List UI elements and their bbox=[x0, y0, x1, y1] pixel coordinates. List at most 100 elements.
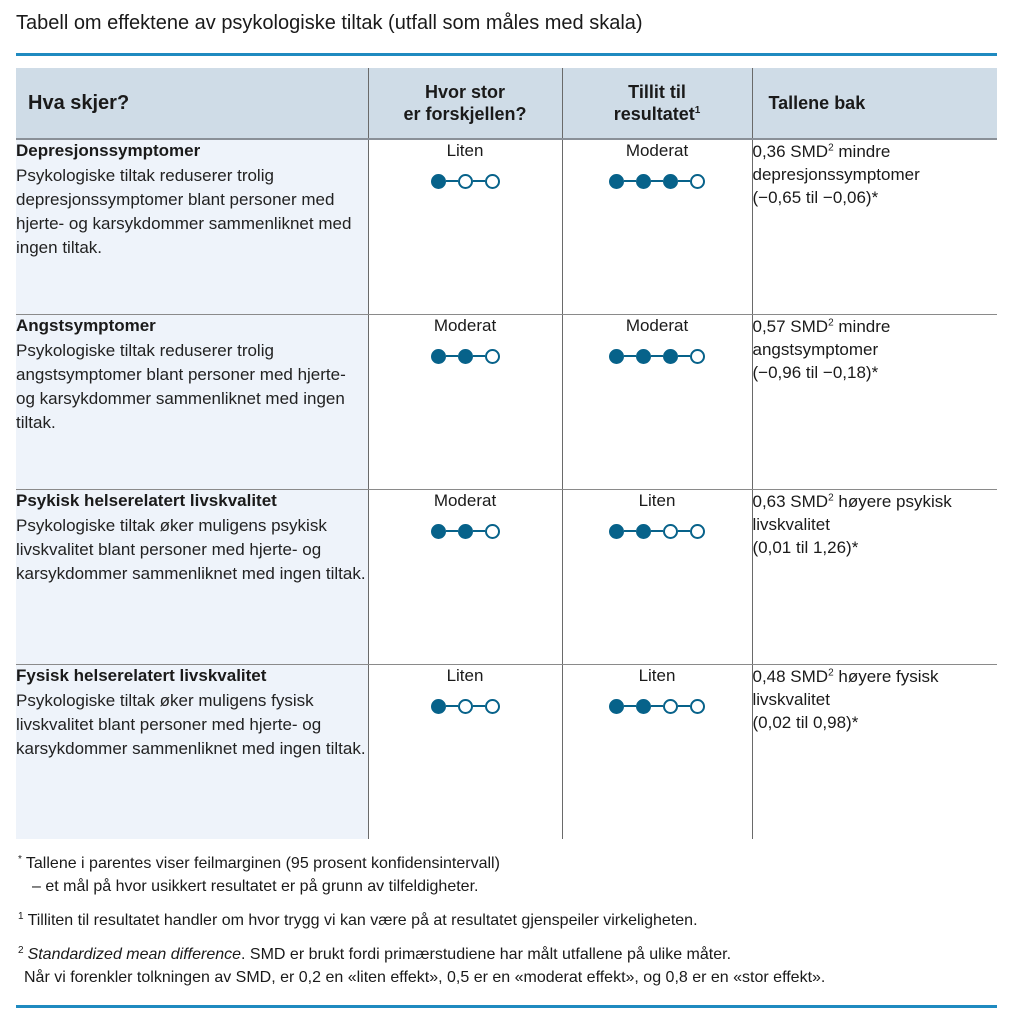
table-row: Fysisk helserelatert livskvalitet Psykolo… bbox=[16, 664, 997, 839]
footnote-ref: 2 bbox=[828, 667, 834, 679]
header-row: Hva skjer? Hvor stor er forskjellen? Til… bbox=[16, 68, 997, 140]
empty-dot-icon bbox=[663, 523, 678, 539]
connector-line bbox=[624, 355, 636, 357]
effect-description: høyere psykisk livskvalitet bbox=[752, 492, 952, 534]
trust-cell: Liten bbox=[561, 664, 752, 839]
connector-line bbox=[651, 355, 663, 357]
confidence-interval: (0,01 til 1,26)* bbox=[752, 538, 859, 557]
table-row: Psykisk helserelatert livskvalitet Psykol… bbox=[16, 489, 997, 665]
outcome-cell: Angstsymptomer Psykologiske tiltak reduse… bbox=[16, 314, 368, 490]
empty-dot-icon bbox=[663, 698, 678, 714]
footnote-ref: 2 bbox=[828, 492, 834, 504]
size-cell: Moderat bbox=[367, 489, 562, 665]
connector-line bbox=[445, 355, 458, 357]
filled-dot-icon bbox=[609, 173, 624, 189]
size-label: Moderat bbox=[433, 491, 497, 510]
trust-cell: Moderat bbox=[561, 139, 752, 315]
connector-line bbox=[445, 705, 458, 707]
connector-line bbox=[445, 180, 458, 182]
filled-dot-icon bbox=[609, 348, 624, 364]
rating-dots bbox=[563, 522, 752, 540]
outcome-title: Fysisk helserelatert livskvalitet bbox=[16, 666, 267, 685]
empty-dot-icon bbox=[690, 173, 705, 189]
effect-description: høyere fysisk livskvalitet bbox=[752, 667, 939, 709]
filled-dot-icon bbox=[457, 348, 473, 364]
trust-label: Moderat bbox=[625, 141, 689, 160]
effect-description: mindre depresjonssymptomer bbox=[752, 142, 920, 184]
trust-label: Liten bbox=[638, 491, 676, 510]
effect-value: 0,63 SMD bbox=[752, 492, 829, 511]
connector-line bbox=[472, 180, 485, 182]
connector-line bbox=[651, 530, 663, 532]
connector-line bbox=[678, 180, 690, 182]
filled-dot-icon bbox=[457, 523, 473, 539]
filled-dot-icon bbox=[430, 173, 446, 189]
footnote-italic: Standardized mean difference bbox=[27, 946, 242, 963]
header-size: Hvor stor er forskjellen? bbox=[367, 68, 562, 140]
filled-dot-icon bbox=[636, 698, 651, 714]
outcome-title: Psykisk helserelatert livskvalitet bbox=[16, 491, 277, 510]
header-numbers: Tallene bak bbox=[751, 68, 997, 140]
connector-line bbox=[624, 530, 636, 532]
footnote-text: Tilliten til resultatet handler om hvor … bbox=[27, 912, 698, 929]
header-trust-line2: resultatet bbox=[613, 104, 695, 124]
size-cell: Moderat bbox=[367, 314, 562, 490]
outcome-description: Psykologiske tiltak øker muligens fysisk… bbox=[16, 691, 366, 758]
empty-dot-icon bbox=[690, 523, 705, 539]
numbers-cell: 0,63 SMD2 høyere psykisk livskvalitet (0,… bbox=[751, 489, 997, 665]
trust-cell: Moderat bbox=[561, 314, 752, 490]
footnote-text: – et mål på hvor usikkert resultatet er … bbox=[32, 878, 479, 895]
empty-dot-icon bbox=[484, 523, 500, 539]
effect-description: mindre angstsymptomer bbox=[752, 317, 891, 359]
top-rule bbox=[16, 53, 997, 56]
connector-line bbox=[445, 530, 458, 532]
footnote-text: Når vi forenkler tolkningen av SMD, er 0… bbox=[24, 969, 826, 986]
table-row: Angstsymptomer Psykologiske tiltak reduse… bbox=[16, 314, 997, 490]
numbers-cell: 0,48 SMD2 høyere fysisk livskvalitet (0,0… bbox=[751, 664, 997, 839]
footnote-star: * Tallene i parentes viser feilmarginen (… bbox=[18, 852, 825, 898]
header-outcome: Hva skjer? bbox=[16, 68, 368, 140]
connector-line bbox=[624, 180, 636, 182]
connector-line bbox=[472, 705, 485, 707]
connector-line bbox=[678, 705, 690, 707]
footnote-mark: 1 bbox=[18, 910, 24, 922]
numbers-cell: 0,57 SMD2 mindre angstsymptomer (−0,96 ti… bbox=[751, 314, 997, 490]
empty-dot-icon bbox=[690, 348, 705, 364]
footnote-2: 2 Standardized mean difference. SMD er br… bbox=[18, 943, 825, 989]
filled-dot-icon bbox=[430, 523, 446, 539]
header-size-line2: er forskjellen? bbox=[403, 104, 527, 124]
effect-value: 0,57 SMD bbox=[752, 317, 829, 336]
size-label: Moderat bbox=[433, 316, 497, 335]
outcome-description: Psykologiske tiltak reduserer trolig ang… bbox=[16, 341, 346, 432]
filled-dot-icon bbox=[430, 348, 446, 364]
connector-line bbox=[472, 530, 485, 532]
bottom-rule bbox=[16, 1005, 997, 1008]
empty-dot-icon bbox=[457, 698, 473, 714]
effect-value: 0,36 SMD bbox=[752, 142, 829, 161]
rating-dots bbox=[369, 172, 562, 190]
filled-dot-icon bbox=[609, 698, 624, 714]
empty-dot-icon bbox=[484, 698, 500, 714]
size-cell: Liten bbox=[367, 664, 562, 839]
outcome-description: Psykologiske tiltak øker muligens psykis… bbox=[16, 516, 366, 583]
footnote-text: . SMD er brukt fordi primærstudiene har … bbox=[241, 946, 732, 963]
connector-line bbox=[678, 530, 690, 532]
connector-line bbox=[624, 705, 636, 707]
connector-line bbox=[651, 705, 663, 707]
filled-dot-icon bbox=[609, 523, 624, 539]
empty-dot-icon bbox=[457, 173, 473, 189]
connector-line bbox=[678, 355, 690, 357]
footnote-ref: 2 bbox=[828, 317, 834, 329]
outcome-description: Psykologiske tiltak reduserer trolig dep… bbox=[16, 166, 352, 257]
trust-cell: Liten bbox=[561, 489, 752, 665]
trust-label: Moderat bbox=[625, 316, 689, 335]
filled-dot-icon bbox=[636, 173, 651, 189]
header-size-line1: Hvor stor bbox=[424, 82, 505, 102]
outcome-cell: Depresjonssymptomer Psykologiske tiltak r… bbox=[16, 139, 368, 315]
rating-dots bbox=[563, 172, 752, 190]
outcome-title: Depresjonssymptomer bbox=[16, 141, 201, 160]
effect-value: 0,48 SMD bbox=[752, 667, 829, 686]
rating-dots bbox=[563, 347, 752, 365]
footnote-text: Tallene i parentes viser feilmarginen (9… bbox=[25, 855, 500, 872]
empty-dot-icon bbox=[484, 173, 500, 189]
